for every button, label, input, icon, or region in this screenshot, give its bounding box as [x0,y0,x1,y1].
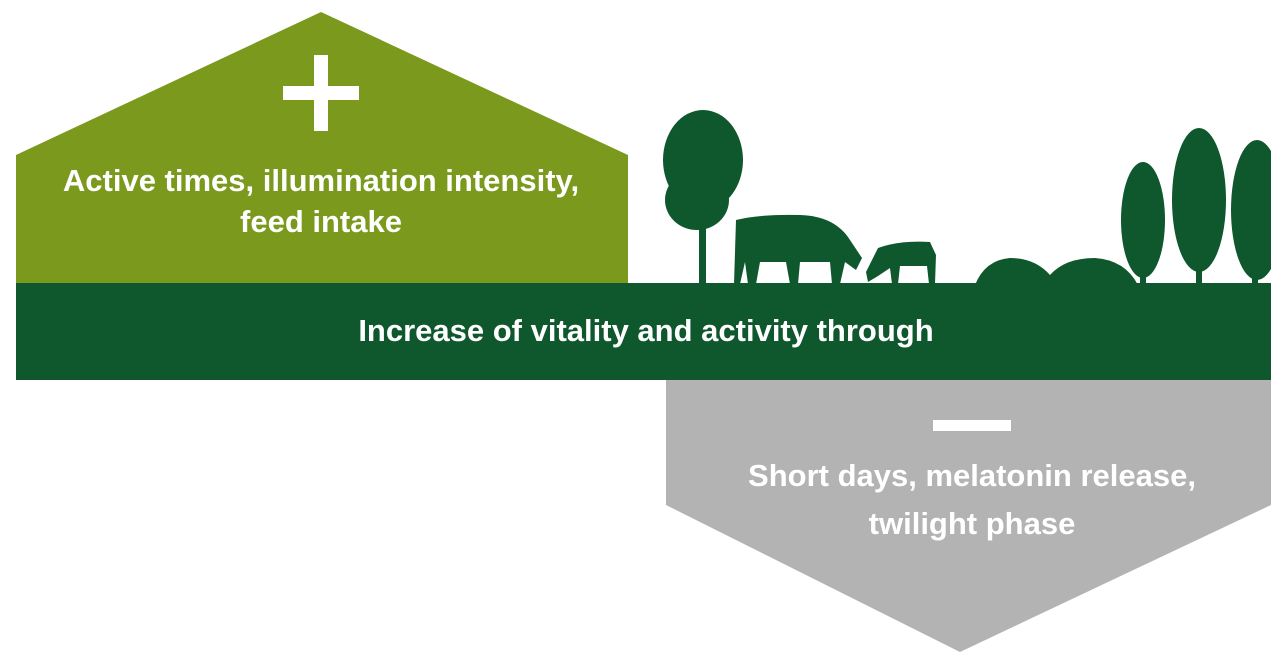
minus-icon [933,420,1011,431]
band-text: Increase of vitality and activity throug… [358,313,933,348]
plus-text: Active times, illumination intensity, [63,163,579,198]
minus-text: twilight phase [869,506,1076,541]
minus-text: Short days, melatonin release, [748,458,1196,493]
landscape [663,110,1271,285]
plus-shape [16,12,628,283]
diagram: Active times, illumination intensity, fe… [0,0,1271,652]
plus-text: feed intake [240,204,402,239]
